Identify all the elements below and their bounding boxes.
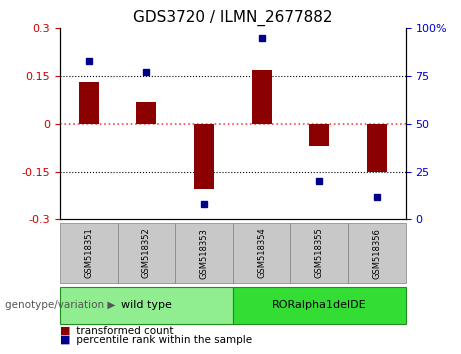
Bar bbox=[136, 102, 156, 124]
Text: ■: ■ bbox=[60, 335, 71, 345]
Text: genotype/variation ▶: genotype/variation ▶ bbox=[5, 300, 115, 310]
Text: GSM518356: GSM518356 bbox=[372, 228, 381, 279]
Text: GSM518353: GSM518353 bbox=[200, 228, 208, 279]
Text: wild type: wild type bbox=[121, 300, 172, 310]
Bar bbox=[194, 124, 214, 189]
Text: ■: ■ bbox=[60, 326, 71, 336]
Text: RORalpha1delDE: RORalpha1delDE bbox=[272, 300, 366, 310]
Text: GSM518355: GSM518355 bbox=[315, 228, 324, 279]
Text: GSM518352: GSM518352 bbox=[142, 228, 151, 279]
Text: GSM518351: GSM518351 bbox=[84, 228, 93, 279]
Title: GDS3720 / ILMN_2677882: GDS3720 / ILMN_2677882 bbox=[133, 9, 332, 25]
Text: GSM518354: GSM518354 bbox=[257, 228, 266, 279]
Text: ■  percentile rank within the sample: ■ percentile rank within the sample bbox=[60, 335, 252, 345]
Bar bbox=[367, 124, 387, 172]
Bar bbox=[252, 70, 272, 124]
Bar bbox=[309, 124, 329, 146]
Bar bbox=[79, 82, 99, 124]
Text: ■  transformed count: ■ transformed count bbox=[60, 326, 173, 336]
